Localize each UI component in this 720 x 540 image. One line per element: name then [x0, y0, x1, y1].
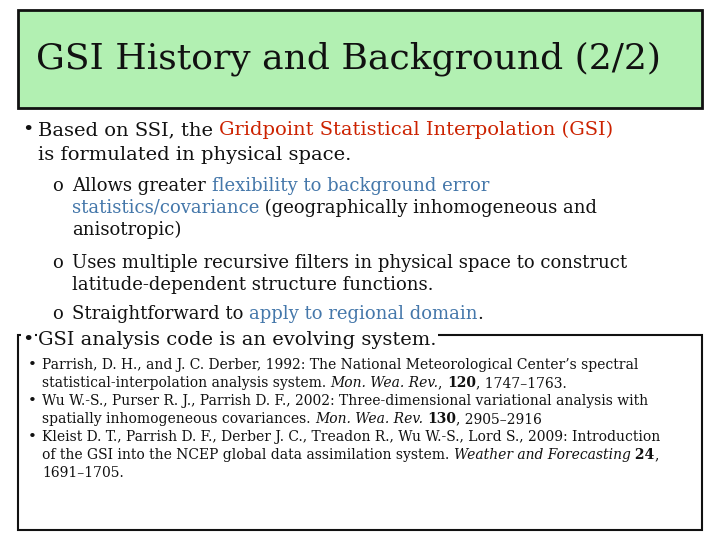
Text: Parrish, D. H., and J. C. Derber, 1992: The National Meteorological Center’s spe: Parrish, D. H., and J. C. Derber, 1992: …: [42, 358, 639, 372]
Text: , 2905–2916: , 2905–2916: [456, 412, 542, 426]
Text: 24: 24: [631, 448, 654, 462]
Text: of the GSI into the NCEP global data assimilation system.: of the GSI into the NCEP global data ass…: [42, 448, 454, 462]
Text: statistics/covariance: statistics/covariance: [72, 199, 259, 217]
Text: spatially inhomogeneous covariances.: spatially inhomogeneous covariances.: [42, 412, 315, 426]
Text: •: •: [22, 121, 33, 139]
Text: latitude-dependent structure functions.: latitude-dependent structure functions.: [72, 276, 433, 294]
Text: GSI analysis code is an evolving system.: GSI analysis code is an evolving system.: [38, 331, 436, 349]
Text: is formulated in physical space.: is formulated in physical space.: [38, 146, 351, 164]
Text: Allows greater: Allows greater: [72, 177, 212, 195]
Text: Wu W.-S., Purser R. J., Parrish D. F., 2002: Three-dimensional variational analy: Wu W.-S., Purser R. J., Parrish D. F., 2…: [42, 394, 648, 408]
Text: Mon. Wea. Rev.: Mon. Wea. Rev.: [330, 376, 438, 390]
Text: •: •: [22, 331, 33, 349]
Text: Kleist D. T., Parrish D. F., Derber J. C., Treadon R., Wu W.-S., Lord S., 2009: : Kleist D. T., Parrish D. F., Derber J. C…: [42, 430, 660, 444]
Text: 1691–1705.: 1691–1705.: [42, 466, 124, 480]
Text: (geographically inhomogeneous and: (geographically inhomogeneous and: [259, 199, 598, 217]
Text: GSI History and Background (2/2): GSI History and Background (2/2): [36, 42, 661, 76]
Text: o: o: [52, 305, 63, 323]
Text: o: o: [52, 177, 63, 195]
Text: .: .: [477, 305, 484, 323]
Text: 130: 130: [427, 412, 456, 426]
Text: anisotropic): anisotropic): [72, 221, 181, 239]
Text: Mon. Wea. Rev.: Mon. Wea. Rev.: [315, 412, 423, 426]
Text: Straightforward to: Straightforward to: [72, 305, 249, 323]
Text: ,: ,: [654, 448, 659, 462]
Text: o: o: [52, 254, 63, 272]
Text: ,: ,: [438, 376, 447, 390]
Text: •: •: [28, 358, 37, 372]
Text: Based on SSI, the: Based on SSI, the: [38, 121, 220, 139]
Bar: [18, 335, 702, 530]
Text: , 1747–1763.: , 1747–1763.: [476, 376, 567, 390]
Text: Uses multiple recursive filters in physical space to construct: Uses multiple recursive filters in physi…: [72, 254, 627, 272]
Text: flexibility to background error: flexibility to background error: [212, 177, 489, 195]
Text: Gridpoint Statistical Interpolation (GSI): Gridpoint Statistical Interpolation (GSI…: [220, 121, 613, 139]
Text: 120: 120: [447, 376, 476, 390]
Text: •: •: [28, 394, 37, 408]
Text: Weather and Forecasting: Weather and Forecasting: [454, 448, 631, 462]
Bar: [18, 10, 702, 108]
Text: statistical-interpolation analysis system.: statistical-interpolation analysis syste…: [42, 376, 330, 390]
Text: apply to regional domain: apply to regional domain: [249, 305, 477, 323]
Text: •: •: [28, 430, 37, 444]
